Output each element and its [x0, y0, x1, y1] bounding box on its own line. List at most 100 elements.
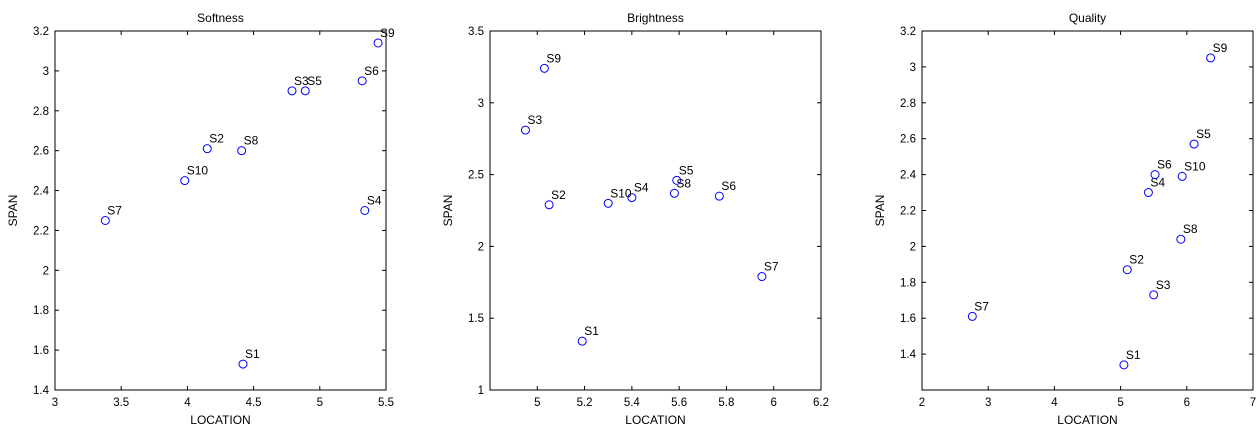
x-axis-label: LOCATION: [190, 413, 250, 427]
y-tick-label: 2.4: [900, 170, 917, 182]
data-point-s6: [714, 191, 724, 201]
data-point-s9: [539, 63, 549, 73]
chart-panel-1: Softness LOCATION SPAN 3 3.5 4 4.5 5 5.5 1.4 1.6 1.…: [6, 11, 395, 427]
data-point-s7: [967, 311, 977, 321]
point-label-s6: S6: [1157, 158, 1172, 172]
y-axis-label: SPAN: [441, 195, 455, 227]
point-label-s5: S5: [1196, 127, 1211, 141]
y-tick-label: 1.8: [33, 305, 49, 317]
x-tick-label: 5.5: [378, 397, 394, 409]
point-label-s7: S7: [107, 203, 122, 217]
data-point-s1: [238, 359, 248, 369]
point-label-s9: S9: [546, 51, 561, 65]
data-point-s5: [672, 175, 682, 185]
point-label-s8: S8: [244, 134, 259, 148]
point-label-s1: S1: [584, 324, 599, 338]
data-point-s8: [669, 188, 679, 198]
data-point-s3: [520, 125, 530, 135]
data-point-s7: [100, 215, 110, 225]
x-tick-label: 5: [534, 397, 540, 409]
point-label-s3: S3: [294, 74, 309, 88]
x-tick-label: 4: [1051, 397, 1058, 409]
point-label-s7: S7: [764, 260, 779, 274]
y-tick-label: 3: [43, 66, 49, 78]
data-point-s7: [757, 272, 767, 282]
point-label-s9: S9: [380, 26, 395, 40]
y-tick-label: 3: [910, 62, 916, 74]
point-label-s2: S2: [1129, 253, 1144, 267]
x-tick-label: 5.2: [577, 397, 593, 409]
y-axis-label: SPAN: [873, 195, 887, 227]
y-tick-label: 2.6: [900, 134, 916, 146]
data-point-s6: [357, 76, 367, 86]
x-tick-label: 5: [317, 397, 323, 409]
y-tick-label: 1.6: [900, 313, 916, 325]
y-tick-label: 1.8: [900, 277, 916, 289]
data-point-s3: [1149, 290, 1159, 300]
data-point-s6: [1150, 170, 1160, 180]
y-tick-label: 2.5: [468, 170, 484, 182]
data-point-s2: [544, 200, 554, 210]
y-tick-label: 1.4: [33, 385, 50, 397]
y-tick-label: 3: [478, 98, 484, 110]
y-tick-label: 2: [478, 241, 484, 253]
x-tick-label: 6.2: [813, 397, 829, 409]
data-point-s1: [577, 336, 587, 346]
point-label-s6: S6: [721, 179, 736, 193]
x-tick-label: 6: [1184, 397, 1190, 409]
y-tick-label: 1: [478, 385, 484, 397]
x-tick-label: 5.8: [718, 397, 734, 409]
y-tick-label: 3.5: [468, 26, 484, 38]
chart-title: Softness: [197, 11, 244, 25]
point-label-s8: S8: [676, 176, 691, 190]
point-label-s4: S4: [1150, 176, 1165, 190]
x-tick-label: 4.5: [246, 397, 262, 409]
data-point-s1: [1119, 360, 1129, 370]
y-tick-label: 2.8: [33, 106, 49, 118]
chart-title: Quality: [1069, 11, 1106, 25]
y-axis-label: SPAN: [6, 195, 20, 227]
point-label-s3: S3: [1156, 278, 1171, 292]
y-tick-label: 2: [43, 265, 49, 277]
point-label-s1: S1: [245, 347, 260, 361]
point-label-s8: S8: [1183, 222, 1198, 236]
x-axis-label: LOCATION: [625, 413, 685, 427]
x-tick-label: 3.5: [113, 397, 129, 409]
data-point-s10: [603, 198, 613, 208]
x-tick-label: 6: [771, 397, 777, 409]
data-point-s3: [287, 86, 297, 96]
point-label-s5: S5: [307, 74, 322, 88]
data-point-s10: [180, 176, 190, 186]
data-point-s4: [627, 193, 637, 203]
data-point-s10: [1177, 171, 1187, 181]
data-point-s2: [202, 144, 212, 154]
point-label-s10: S10: [610, 186, 632, 200]
data-point-s8: [237, 146, 247, 156]
y-tick-label: 2.2: [900, 206, 916, 218]
point-label-s6: S6: [364, 64, 379, 78]
y-tick-label: 2: [910, 241, 916, 253]
data-point-s2: [1122, 265, 1132, 275]
point-label-s3: S3: [527, 113, 542, 127]
point-label-s4: S4: [634, 181, 649, 195]
plot-area: [54, 30, 387, 391]
x-tick-label: 3: [985, 397, 991, 409]
x-axis-label: LOCATION: [1057, 413, 1117, 427]
point-label-s4: S4: [367, 194, 382, 208]
point-label-s5: S5: [679, 163, 694, 177]
data-point-s4: [360, 206, 370, 215]
point-label-s9: S9: [1213, 41, 1228, 55]
x-tick-label: 5.6: [671, 397, 687, 409]
x-tick-label: 2: [919, 397, 925, 409]
y-tick-label: 2.4: [33, 186, 50, 198]
plot-area: [921, 30, 1254, 391]
data-point-s8: [1176, 234, 1186, 244]
y-tick-label: 1.5: [468, 313, 484, 325]
y-tick-label: 3.2: [900, 26, 916, 38]
data-point-s5: [300, 86, 310, 96]
data-point-s5: [1189, 139, 1199, 149]
x-tick-label: 7: [1250, 397, 1256, 409]
x-tick-label: 5.4: [624, 397, 641, 409]
y-tick-label: 2.2: [33, 225, 49, 237]
